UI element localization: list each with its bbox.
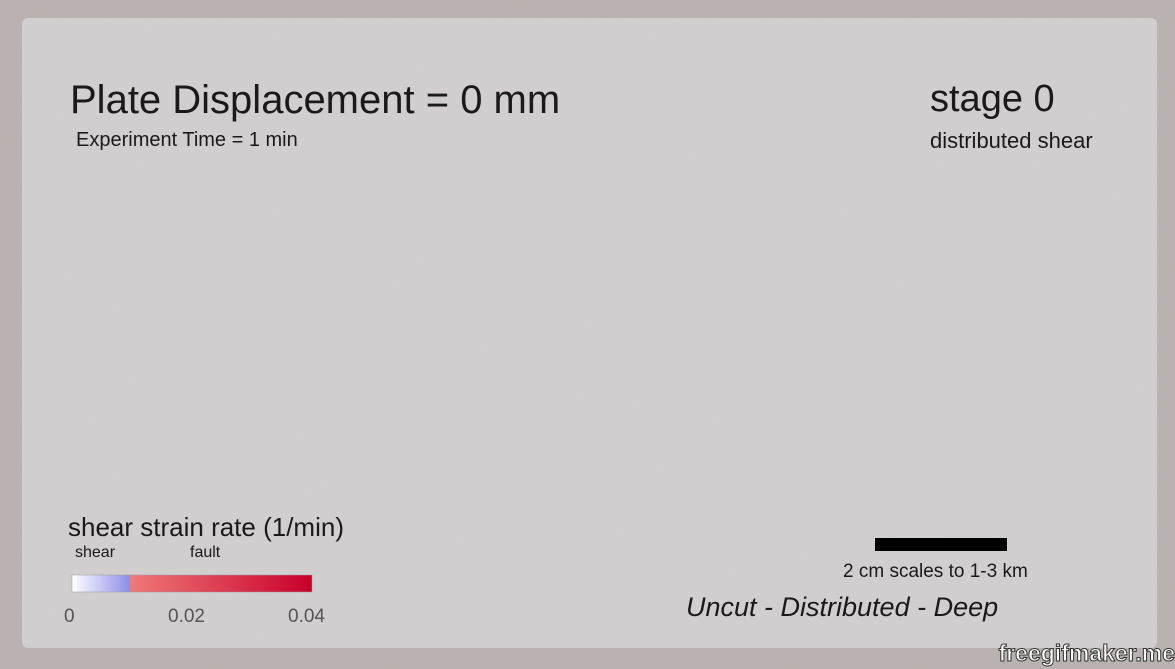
subtitle: Experiment Time = 1 min (76, 130, 298, 150)
legend-zone: fault (190, 545, 220, 561)
legend-title: shear strain rate (1/min) (68, 514, 344, 540)
watermark: freegifmaker.me (999, 642, 1175, 665)
title: Plate Displacement = 0 mm (70, 80, 560, 120)
stage-subtitle: distributed shear (930, 130, 1093, 152)
stage-title: stage 0 (930, 80, 1055, 118)
scale-bar (875, 538, 1007, 551)
caption: Uncut - Distributed - Deep (686, 594, 998, 621)
colorbar (72, 575, 312, 592)
legend-tick: 0 (64, 607, 75, 626)
scale-label: 2 cm scales to 1-3 km (843, 562, 1028, 581)
legend-zone: shear (75, 545, 115, 561)
legend-tick: 0.04 (288, 607, 325, 626)
legend-tick: 0.02 (168, 607, 205, 626)
page: Plate Displacement = 0 mm Experiment Tim… (0, 0, 1175, 669)
